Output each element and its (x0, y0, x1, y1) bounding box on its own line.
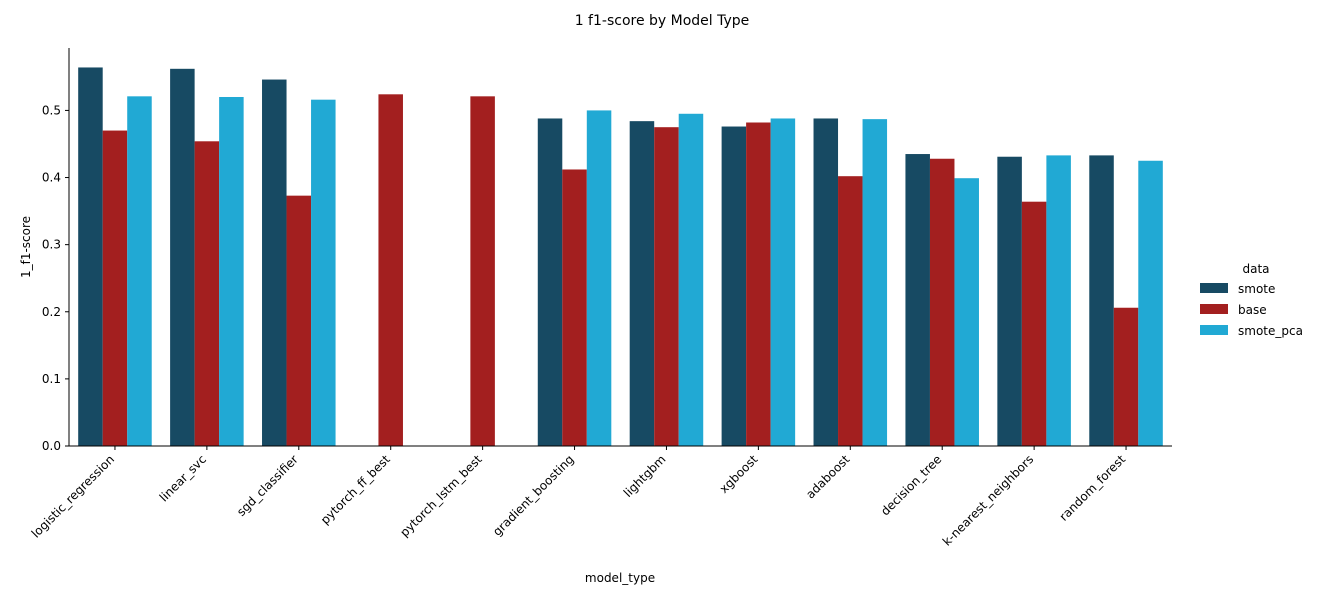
legend-label-smote: smote (1238, 282, 1275, 296)
bar-base-lightgbm (654, 127, 679, 447)
legend-title: data (1242, 262, 1269, 276)
legend-label-smote_pca: smote_pca (1238, 324, 1303, 338)
x-tick-label: k-nearest_neighbors (940, 452, 1036, 548)
x-tick-label: logistic_regression (29, 452, 117, 540)
x-tick-label: linear_svc (157, 452, 209, 504)
bar-base-random_forest (1113, 307, 1139, 446)
bar-smote-k-nearest_neighbors (997, 156, 1022, 446)
x-axis-label: model_type (585, 571, 655, 585)
bar-smote_pca-linear_svc (219, 96, 244, 447)
bars-group (78, 67, 1163, 447)
y-tick-label: 0.5 (42, 103, 61, 117)
x-tick-label: gradient_boosting (490, 452, 577, 539)
bar-base-decision_tree (929, 158, 955, 446)
y-tick-label: 0.0 (42, 439, 61, 453)
bar-smote_pca-gradient_boosting (586, 110, 612, 446)
bar-base-pytorch_ff_best (378, 94, 403, 446)
chart-title: 1 f1-score by Model Type (575, 13, 750, 29)
bar-base-k-nearest_neighbors (1021, 201, 1047, 446)
x-tick-label: random_forest (1057, 452, 1129, 524)
x-tick-label: adaboost (803, 452, 852, 501)
bar-smote_pca-lightgbm (678, 113, 704, 446)
bar-smote_pca-decision_tree (954, 178, 979, 446)
y-tick-label: 0.3 (42, 238, 61, 252)
bar-smote-adaboost (813, 118, 839, 447)
bar-smote-linear_svc (170, 68, 195, 447)
y-tick-label: 0.2 (42, 305, 61, 319)
y-tick-label: 0.1 (42, 372, 61, 386)
x-tick-label: decision_tree (878, 452, 944, 518)
bar-smote-random_forest (1089, 155, 1114, 446)
legend: data smote base smote_pca (1200, 262, 1303, 338)
bar-smote_pca-logistic_regression (127, 96, 152, 446)
legend-label-base: base (1238, 303, 1267, 317)
bar-smote-lightgbm (629, 121, 655, 446)
legend-swatch-base (1200, 304, 1228, 314)
y-tick-label: 0.4 (42, 171, 61, 185)
bar-smote-logistic_regression (78, 67, 103, 446)
bar-smote_pca-k-nearest_neighbors (1046, 155, 1071, 446)
bar-base-linear_svc (194, 141, 220, 446)
bar-smote_pca-xgboost (770, 118, 796, 447)
legend-swatch-smote (1200, 283, 1228, 293)
bar-base-logistic_regression (102, 130, 128, 447)
y-axis: 0.0 0.1 0.2 0.3 0.4 0.5 (42, 48, 70, 453)
bar-smote_pca-sgd_classifier (311, 99, 336, 446)
x-tick-label: sgd_classifier (234, 452, 301, 519)
bar-smote_pca-adaboost (862, 119, 888, 446)
bar-smote_pca-random_forest (1138, 160, 1163, 446)
bar-smote-xgboost (721, 126, 747, 447)
bar-smote-decision_tree (905, 154, 930, 447)
y-axis-label: 1_f1-score (19, 216, 33, 278)
bar-smote-gradient_boosting (537, 118, 563, 447)
bar-base-pytorch_lstm_best (470, 96, 495, 446)
bar-base-xgboost (746, 122, 771, 447)
bar-base-sgd_classifier (286, 195, 312, 446)
x-axis: logistic_regression linear_svc sgd_classif… (29, 445, 1172, 549)
bar-base-gradient_boosting (562, 169, 587, 447)
x-tick-label: pytorch_lstm_best (397, 452, 485, 540)
x-tick-label: pytorch_ff_best (318, 452, 393, 527)
x-tick-label: xgboost (717, 452, 761, 496)
bar-base-adaboost (838, 176, 863, 446)
x-tick-label: lightgbm (621, 452, 669, 500)
bar-smote-sgd_classifier (262, 79, 287, 447)
legend-swatch-smote_pca (1200, 325, 1228, 335)
